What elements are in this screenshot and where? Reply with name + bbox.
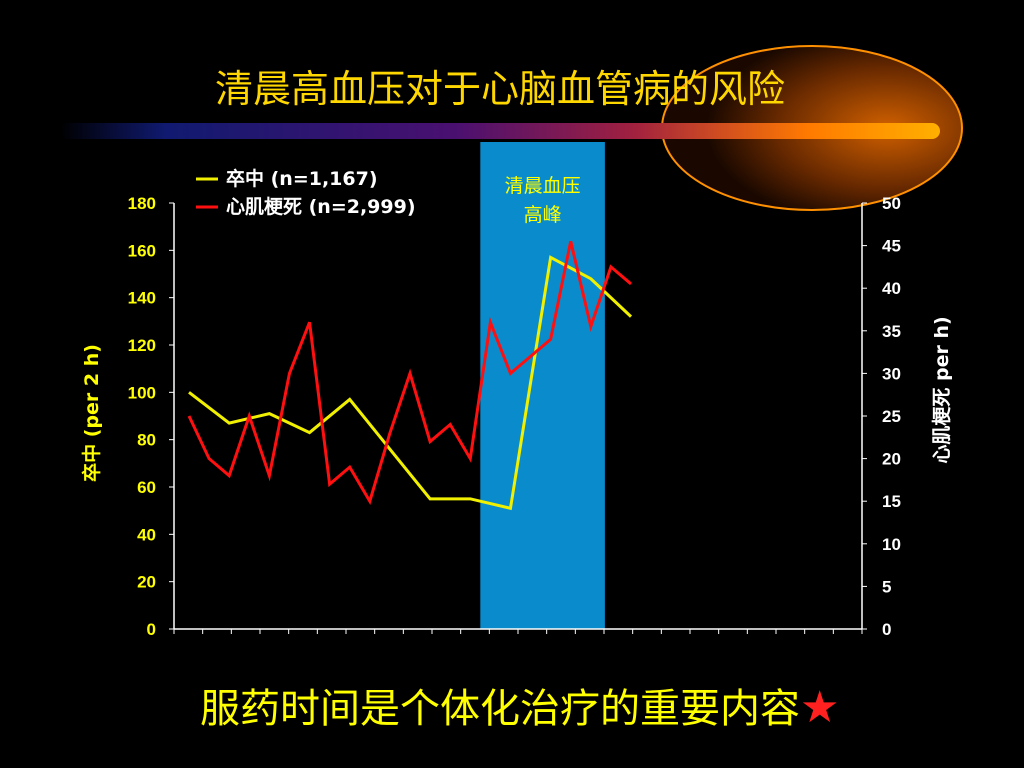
- right-tick-label: 50: [882, 194, 901, 213]
- left-tick-label: 0: [147, 620, 156, 639]
- legend-label: 卒中 (n=1,167): [226, 167, 378, 190]
- left-tick-label: 20: [137, 573, 156, 592]
- right-tick-label: 0: [882, 620, 891, 639]
- left-tick-label: 180: [128, 194, 156, 213]
- left-tick-label: 40: [137, 525, 156, 544]
- stroke-series-line: [188, 255, 633, 511]
- right-tick-label: 30: [882, 364, 901, 383]
- slide-title: 清晨高血压对于心脑血管病的风险: [214, 67, 785, 111]
- left-tick-label: 100: [128, 383, 156, 402]
- left-tick-label: 140: [128, 289, 156, 308]
- right-tick-label: 25: [882, 407, 901, 426]
- left-tick-label: 60: [137, 478, 156, 497]
- left-axis-title: 卒中 (per 2 h): [80, 344, 103, 482]
- right-axis-title: 心肌梗死 per h): [930, 316, 953, 463]
- right-tick-label: 45: [882, 237, 901, 256]
- band-label-line1: 清晨血压: [505, 175, 581, 197]
- morning-peak-band: [480, 142, 605, 629]
- right-tick-label: 5: [882, 577, 891, 596]
- band-label-line2: 高峰: [524, 204, 562, 226]
- left-tick-label: 160: [128, 241, 156, 260]
- legend-label: 心肌梗死 (n=2,999): [226, 195, 416, 218]
- right-tick-label: 20: [882, 450, 901, 469]
- caption-text: 服药时间是个体化治疗的重要内容: [200, 686, 800, 732]
- star-icon: ★: [800, 682, 840, 733]
- left-tick-label: 120: [128, 336, 156, 355]
- left-tick-label: 80: [137, 431, 156, 450]
- slide-caption: 服药时间是个体化治疗的重要内容★: [200, 676, 839, 734]
- right-tick-label: 40: [882, 279, 901, 298]
- right-tick-label: 10: [882, 535, 901, 554]
- title-gradient-bar: [60, 123, 940, 139]
- right-tick-label: 15: [882, 492, 901, 511]
- mi-series-line: [187, 240, 632, 505]
- right-tick-label: 35: [882, 322, 901, 341]
